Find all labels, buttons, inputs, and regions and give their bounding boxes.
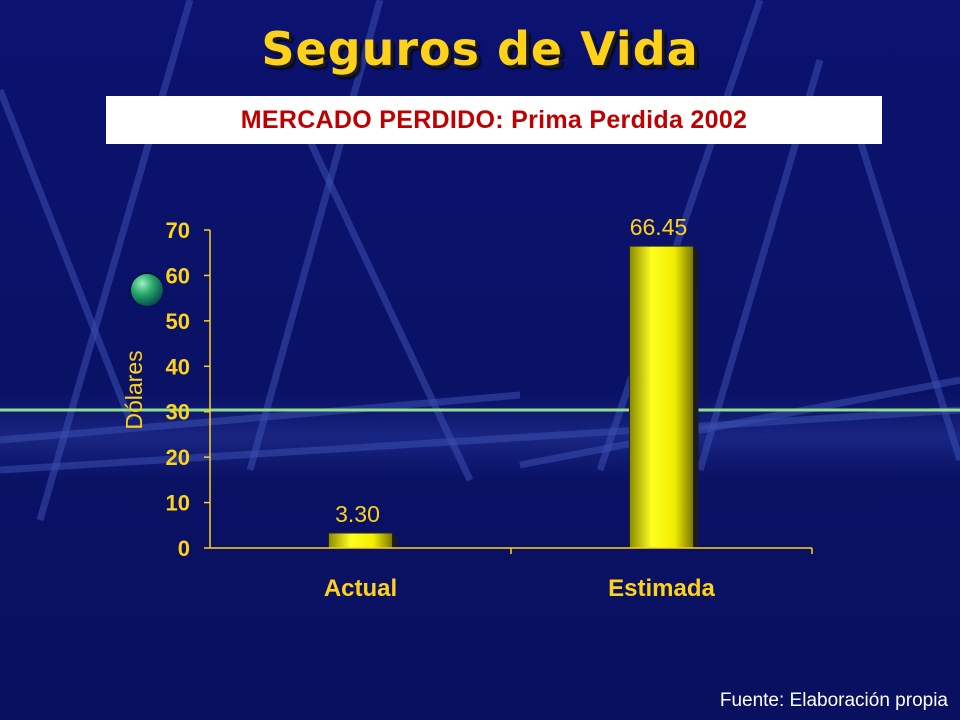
data-label: 3.30 (335, 501, 380, 527)
globe-icon (131, 274, 163, 306)
y-axis-title: Dólares (121, 350, 147, 429)
source-note: Fuente: Elaboración propia (719, 690, 948, 711)
y-tick-label: 60 (166, 263, 190, 288)
subtitle-box: MERCADO PERDIDO: Prima Perdida 2002 (106, 96, 882, 144)
chart-subtitle: MERCADO PERDIDO: Prima Perdida 2002 (240, 105, 748, 134)
y-tick-label: 0 (178, 536, 190, 561)
bars-group: 3.30 66.45 (328, 214, 699, 549)
data-label: 66.45 (630, 214, 688, 240)
y-tick-label: 50 (166, 309, 190, 334)
y-tick-label: 10 (166, 491, 190, 516)
axes-group: 0 10 20 30 40 50 60 70 Actual Estimada (166, 218, 813, 602)
category-label: Estimada (608, 575, 715, 602)
y-tick-label: 30 (166, 400, 190, 425)
bar-actual (328, 532, 393, 549)
y-tick-label: 40 (166, 354, 190, 379)
y-tick-label: 20 (166, 445, 190, 470)
bar-estimada (629, 245, 694, 549)
y-tick-label: 70 (166, 218, 190, 243)
slide-title: Seguros de Vida (261, 22, 699, 76)
category-label: Actual (324, 575, 397, 602)
